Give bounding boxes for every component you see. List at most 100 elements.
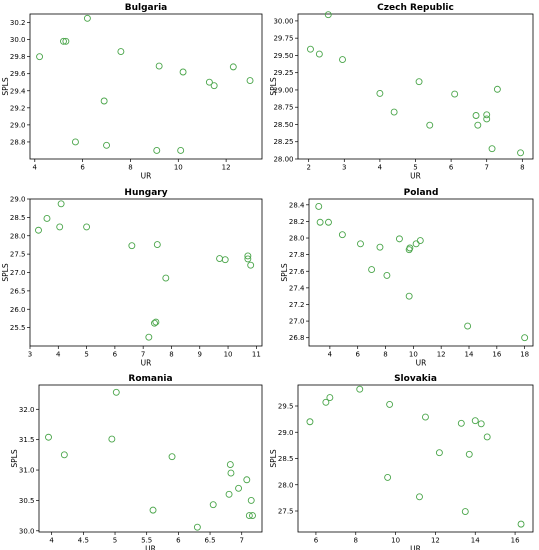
- x-tick-label: 8: [354, 537, 358, 545]
- y-tick-label: 27.8: [289, 251, 305, 259]
- chart-title: Czech Republic: [377, 3, 454, 13]
- x-axis-label: UR: [410, 545, 421, 550]
- x-tick-label: 12: [431, 537, 440, 545]
- y-axis-label: SPLS: [1, 263, 10, 281]
- chart-czech-republic: Czech Republic 2 3 4 5 6 7 8 28.00 28.25 28.50 28.7…: [269, 3, 534, 181]
- data-point: [472, 112, 480, 119]
- x-tick-label: 14: [465, 351, 474, 359]
- plot-frame: [38, 384, 263, 533]
- data-point: [112, 388, 120, 396]
- x-axis-label: UR: [416, 359, 427, 368]
- x-tick-label: 4: [328, 351, 333, 359]
- y-tick-label: 27.4: [289, 284, 305, 292]
- x-axis-label: UR: [141, 359, 152, 368]
- x-tick-label: 8: [520, 164, 524, 172]
- data-point: [209, 501, 217, 509]
- y-tick-label: 29.0: [10, 121, 26, 129]
- data-point: [322, 398, 330, 406]
- data-point: [128, 242, 136, 250]
- data-point: [406, 244, 414, 252]
- data-point: [83, 14, 91, 22]
- data-point: [249, 512, 256, 520]
- y-tick-label: 31.5: [19, 436, 35, 444]
- data-point: [177, 147, 185, 154]
- y-tick-label: 29.4: [10, 87, 26, 95]
- y-tick-label: 27.5: [10, 251, 26, 259]
- data-point: [100, 97, 108, 105]
- data-point: [149, 506, 157, 514]
- data-point: [227, 469, 235, 477]
- y-tick-label: 29.6: [10, 70, 26, 78]
- data-point: [193, 523, 201, 531]
- x-tick-label: 6: [314, 537, 319, 545]
- y-tick-label: 29.0: [278, 429, 294, 437]
- data-point: [35, 226, 42, 234]
- y-tick-label: 28.75: [273, 104, 293, 112]
- data-point: [57, 200, 65, 208]
- data-point: [435, 449, 443, 457]
- data-point: [62, 37, 70, 45]
- x-tick-label: 18: [520, 351, 529, 359]
- y-tick-label: 27.2: [289, 301, 305, 309]
- x-tick-label: 8: [383, 351, 387, 359]
- chart-title: Romania: [128, 374, 172, 384]
- data-point: [457, 419, 465, 427]
- data-point: [221, 256, 229, 264]
- chart-hungary: Hungary 3 4 5 6 7 8 9 10 11 25.5 26.0 26.5 27.0 27.5 28…: [1, 188, 263, 368]
- data-point: [108, 435, 116, 443]
- data-point: [474, 121, 482, 129]
- y-tick-label: 28.8: [10, 138, 26, 146]
- y-tick-label: 26.0: [10, 306, 26, 314]
- data-point: [386, 400, 394, 408]
- data-point: [384, 473, 392, 481]
- y-tick-label: 30.2: [10, 19, 26, 27]
- data-point: [422, 413, 429, 421]
- y-tick-label: 26.8: [289, 334, 305, 342]
- y-axis-label: SPLS: [280, 263, 289, 281]
- x-axis-label: UR: [145, 545, 156, 550]
- plot-frame: [29, 13, 263, 160]
- x-tick-label: 5.5: [141, 537, 152, 545]
- data-point: [315, 50, 323, 58]
- data-point: [243, 476, 251, 484]
- data-point: [339, 56, 346, 64]
- data-point: [162, 274, 170, 282]
- data-point: [357, 240, 364, 248]
- data-point: [226, 461, 234, 469]
- data-point: [517, 149, 524, 157]
- data-point: [83, 223, 91, 231]
- data-point: [246, 77, 254, 84]
- x-tick-label: 3: [342, 164, 346, 172]
- x-tick-label: 7: [141, 351, 145, 359]
- data-point: [395, 235, 403, 243]
- y-tick-label: 28.5: [10, 214, 26, 222]
- y-tick-label: 32.0: [19, 406, 35, 414]
- y-tick-label: 27.0: [10, 269, 26, 277]
- data-point: [60, 37, 67, 45]
- data-point: [36, 53, 44, 61]
- x-tick-label: 5: [113, 537, 117, 545]
- x-tick-label: 10: [409, 351, 418, 359]
- data-point: [153, 241, 161, 249]
- y-tick-label: 30.0: [10, 36, 26, 44]
- x-tick-label: 11: [252, 351, 261, 359]
- x-axis-label: UR: [141, 172, 152, 181]
- x-tick-label: 3: [28, 351, 32, 359]
- x-tick-label: 4: [49, 537, 54, 545]
- x-tick-label: 6: [113, 351, 118, 359]
- data-point: [356, 385, 364, 393]
- data-point: [60, 451, 68, 459]
- data-point: [145, 333, 153, 341]
- x-tick-label: 4: [378, 164, 383, 172]
- x-tick-label: 5: [84, 351, 88, 359]
- y-axis-label: SPLS: [1, 77, 10, 95]
- chart-title: Poland: [404, 188, 439, 198]
- x-tick-label: 8: [128, 164, 132, 172]
- data-point: [245, 512, 253, 520]
- x-tick-label: 2: [306, 164, 310, 172]
- x-tick-label: 14: [471, 537, 480, 545]
- y-tick-label: 29.0: [10, 196, 26, 204]
- x-tick-label: 9: [198, 351, 202, 359]
- data-point: [244, 255, 252, 263]
- data-point: [451, 90, 459, 98]
